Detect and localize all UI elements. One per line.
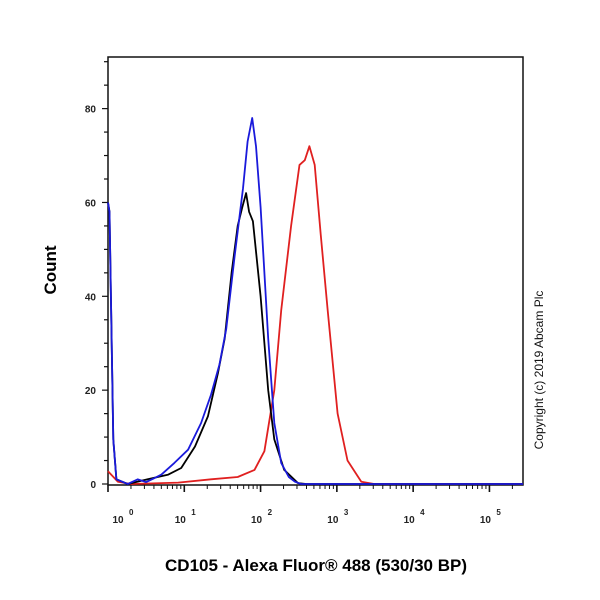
x-tick-exponent: 3 (344, 508, 349, 517)
y-axis-title: Count (41, 245, 60, 294)
x-axis-title: CD105 - Alexa Fluor® 488 (530/30 BP) (165, 556, 467, 575)
x-tick-exponent: 0 (129, 508, 134, 517)
x-tick-label: 10 (327, 515, 339, 526)
x-tick-exponent: 2 (268, 508, 273, 517)
series-group (107, 117, 523, 485)
y-tick-label: 20 (85, 386, 97, 397)
x-tick-label: 10 (251, 515, 263, 526)
x-tick-label: 10 (175, 515, 187, 526)
y-tick-label: 0 (90, 480, 96, 491)
y-tick-label: 40 (85, 292, 97, 303)
histogram-line-red (107, 145, 523, 485)
y-tick-label: 80 (85, 105, 97, 116)
x-tick-exponent: 1 (191, 508, 196, 517)
x-tick-exponent: 4 (420, 508, 425, 517)
copyright-annotation: Copyright (c) 2019 Abcam Plc (532, 291, 546, 450)
x-tick-label: 10 (480, 515, 492, 526)
y-tick-label: 60 (85, 198, 97, 209)
x-tick-label: 10 (404, 515, 416, 526)
histogram-line-blue (107, 117, 523, 485)
x-tick-exponent: 5 (496, 508, 501, 517)
x-tick-label: 10 (112, 515, 124, 526)
plot-frame (107, 56, 524, 486)
histogram-line-black (107, 192, 523, 485)
